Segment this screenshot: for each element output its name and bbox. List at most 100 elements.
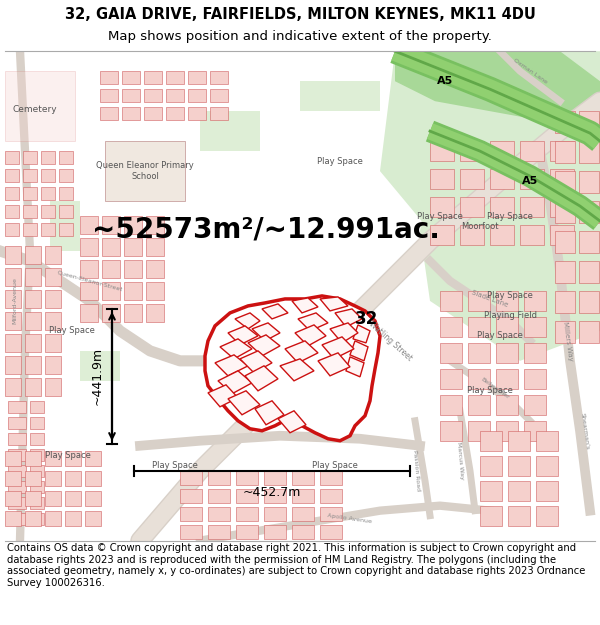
Bar xyxy=(146,260,164,278)
Polygon shape xyxy=(205,296,380,441)
Bar xyxy=(460,197,484,217)
Bar xyxy=(536,481,558,501)
Polygon shape xyxy=(215,355,248,376)
Bar xyxy=(144,71,162,84)
Polygon shape xyxy=(395,51,600,131)
Bar xyxy=(320,524,342,539)
Bar xyxy=(579,321,599,343)
Bar xyxy=(208,471,230,485)
Bar xyxy=(23,205,37,218)
Bar xyxy=(5,378,21,396)
Bar xyxy=(550,169,574,189)
Bar xyxy=(122,89,140,102)
Bar xyxy=(5,491,21,506)
Bar xyxy=(188,89,206,102)
Bar xyxy=(460,141,484,161)
Bar xyxy=(146,282,164,300)
Bar xyxy=(25,246,41,264)
Bar xyxy=(45,334,61,352)
Text: Play Space: Play Space xyxy=(467,386,513,396)
Bar xyxy=(45,378,61,396)
Polygon shape xyxy=(322,337,354,359)
Text: A5: A5 xyxy=(437,76,453,86)
Bar xyxy=(80,304,98,322)
Bar xyxy=(208,489,230,502)
Bar xyxy=(508,481,530,501)
Bar xyxy=(468,317,490,337)
Bar xyxy=(30,497,44,509)
Bar xyxy=(490,169,514,189)
Bar xyxy=(292,471,314,485)
Bar xyxy=(45,511,61,526)
Text: Moorfoot: Moorfoot xyxy=(461,221,499,231)
Bar xyxy=(124,282,142,300)
Bar xyxy=(555,291,575,313)
Bar xyxy=(579,201,599,223)
Bar xyxy=(80,260,98,278)
Polygon shape xyxy=(235,313,260,329)
Bar xyxy=(524,291,546,311)
Bar xyxy=(5,356,21,374)
Bar xyxy=(8,481,26,492)
Text: Passion Road: Passion Road xyxy=(412,450,420,491)
Bar xyxy=(5,246,21,264)
Bar xyxy=(146,304,164,322)
Bar xyxy=(80,238,98,256)
Bar xyxy=(180,524,202,539)
Bar xyxy=(555,201,575,223)
Bar xyxy=(25,312,41,330)
Bar xyxy=(550,197,574,217)
Bar xyxy=(25,290,41,308)
Bar xyxy=(555,111,575,133)
Bar xyxy=(102,238,120,256)
Bar xyxy=(144,89,162,102)
Bar xyxy=(23,151,37,164)
Bar xyxy=(85,451,101,466)
Polygon shape xyxy=(346,357,364,377)
Text: ~441.9m: ~441.9m xyxy=(91,348,104,406)
Text: Slade Lane: Slade Lane xyxy=(471,289,509,308)
Bar xyxy=(124,238,142,256)
Bar xyxy=(520,225,544,245)
Bar xyxy=(264,507,286,521)
Bar xyxy=(524,421,546,441)
Text: Cemetery: Cemetery xyxy=(13,104,58,114)
Text: Milford-Avenue: Milford-Avenue xyxy=(13,278,17,324)
Bar xyxy=(292,524,314,539)
Polygon shape xyxy=(285,341,318,363)
Bar xyxy=(5,511,21,526)
Bar xyxy=(45,491,61,506)
Bar xyxy=(59,223,73,236)
Text: Marcus Way: Marcus Way xyxy=(456,442,464,480)
Polygon shape xyxy=(228,326,258,345)
Polygon shape xyxy=(350,341,368,361)
Polygon shape xyxy=(280,359,314,381)
Bar xyxy=(102,282,120,300)
Bar xyxy=(25,491,41,506)
Polygon shape xyxy=(240,351,272,373)
Bar xyxy=(292,489,314,502)
Bar xyxy=(5,312,21,330)
Bar xyxy=(536,506,558,526)
Polygon shape xyxy=(220,339,252,359)
Polygon shape xyxy=(228,391,260,415)
Bar xyxy=(210,71,228,84)
Bar xyxy=(30,401,44,412)
Bar xyxy=(45,246,61,264)
Bar xyxy=(45,471,61,486)
Bar xyxy=(300,81,380,111)
Bar xyxy=(508,456,530,476)
Bar xyxy=(45,356,61,374)
Bar xyxy=(59,169,73,182)
Bar xyxy=(555,231,575,253)
Text: Play Space: Play Space xyxy=(45,451,91,460)
Bar xyxy=(122,107,140,120)
Bar xyxy=(524,395,546,415)
Bar xyxy=(210,107,228,120)
Text: Play Space: Play Space xyxy=(152,461,198,470)
Bar xyxy=(124,216,142,234)
Bar xyxy=(146,238,164,256)
Bar xyxy=(579,231,599,253)
Bar xyxy=(65,471,81,486)
Text: Apollo Avenue: Apollo Avenue xyxy=(328,513,373,524)
